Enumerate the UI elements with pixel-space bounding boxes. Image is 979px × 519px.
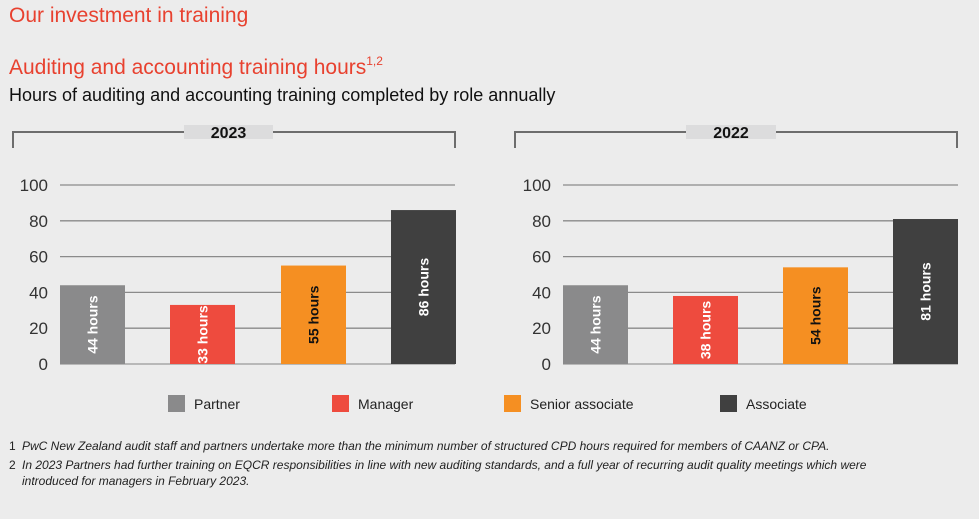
legend-swatch — [720, 395, 737, 412]
bar-manager — [673, 295, 738, 364]
y-tick-label: 80 — [532, 212, 551, 231]
page-title: Our investment in training — [9, 4, 249, 27]
year-label-box — [686, 125, 776, 139]
bar-data-label: 86 hours — [416, 258, 432, 317]
chart-subtitle: Hours of auditing and accounting trainin… — [9, 85, 556, 105]
legend-senior-associate: Senior associate — [504, 395, 634, 412]
chart-title-text: Auditing and accounting training hours — [9, 56, 367, 79]
bar-data-label: 54 hours — [808, 286, 824, 345]
bar-data-label: 81 hours — [918, 262, 934, 321]
footnote-number: 2 — [9, 458, 16, 472]
y-tick-label: 0 — [542, 355, 551, 374]
footnote-1: 1 PwC New Zealand audit staff and partner… — [9, 438, 922, 454]
y-tick-label: 0 — [39, 355, 48, 374]
legend-swatch — [168, 395, 185, 412]
legend-associate: Associate — [720, 395, 807, 412]
bar-partner — [563, 285, 628, 364]
legend-label: Partner — [194, 395, 240, 412]
legend-label: Associate — [746, 395, 807, 412]
y-tick-label: 60 — [532, 248, 551, 267]
footnote-text: In 2023 Partners had further training on… — [22, 458, 867, 488]
year-label-box — [184, 125, 273, 139]
y-tick-label: 20 — [29, 319, 48, 338]
y-tick-label: 80 — [29, 212, 48, 231]
bar-partner — [60, 285, 125, 364]
y-tick-label: 20 — [532, 319, 551, 338]
bar-associate — [893, 219, 958, 364]
chart-title-superscript: 1,2 — [366, 54, 383, 68]
bar-data-label: 44 hours — [588, 295, 604, 354]
year-label: 2022 — [713, 125, 749, 142]
footnote-number: 1 — [9, 439, 16, 453]
y-tick-label: 60 — [29, 248, 48, 267]
legend-label: Manager — [358, 395, 414, 412]
chart-title: Auditing and accounting training hours1,… — [9, 54, 383, 80]
bar-data-label: 38 hours — [698, 301, 714, 360]
legend-swatch — [332, 395, 349, 412]
bar-data-label: 33 hours — [195, 305, 211, 364]
footnote-text: PwC New Zealand audit staff and partners… — [22, 439, 830, 453]
bar-senior-associate — [783, 267, 848, 364]
y-tick-label: 100 — [523, 176, 551, 195]
footnote-2: 2 In 2023 Partners had further training o… — [9, 457, 922, 489]
y-tick-label: 40 — [532, 283, 551, 302]
legend-swatch — [504, 395, 521, 412]
year-label: 2023 — [211, 125, 247, 142]
y-tick-label: 40 — [29, 283, 48, 302]
bar-data-label: 55 hours — [306, 285, 322, 344]
bar-associate — [391, 210, 456, 364]
legend-label: Senior associate — [530, 395, 634, 412]
legend-manager: Manager — [332, 395, 413, 412]
bar-data-label: 44 hours — [85, 295, 101, 354]
legend-partner: Partner — [168, 395, 240, 412]
bar-senior-associate — [281, 265, 346, 364]
y-tick-label: 100 — [20, 176, 48, 195]
bar-manager — [170, 304, 235, 364]
